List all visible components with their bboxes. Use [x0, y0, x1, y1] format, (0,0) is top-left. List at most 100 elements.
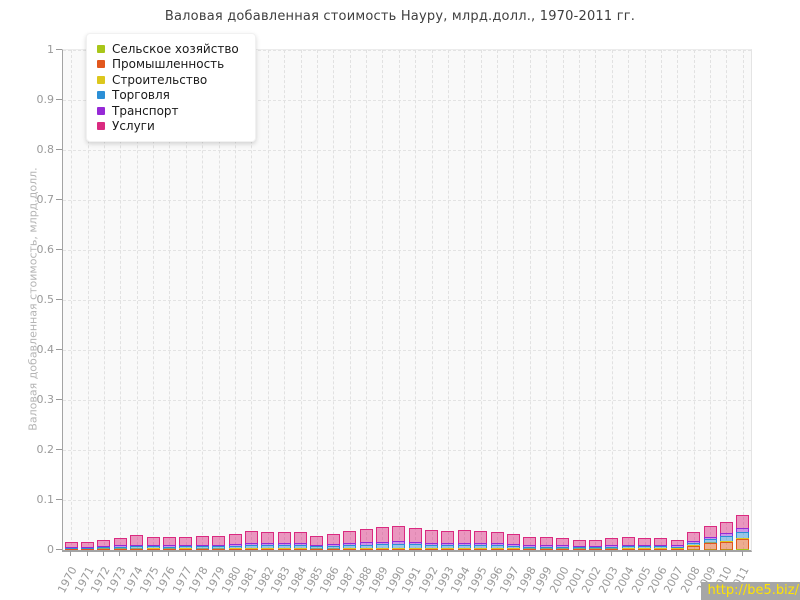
bar-2005 [638, 50, 652, 550]
bar-segment-Строительство [130, 548, 144, 549]
v-gridline [726, 50, 728, 550]
bar-1970 [64, 50, 78, 550]
bar-segment-Услуги [326, 534, 340, 544]
bar-segment-Строительство [228, 547, 242, 549]
y-tick [56, 499, 62, 500]
legend: Сельское хозяйство Промышленность Строител… [86, 33, 256, 142]
bar-segment-Услуги [638, 538, 652, 545]
v-gridline [202, 50, 204, 550]
bar-segment-Строительство [162, 548, 176, 549]
bar-segment-Транспорт [195, 544, 209, 546]
x-tick [643, 551, 645, 556]
v-gridline [710, 50, 712, 550]
bar-segment-Торговля [654, 546, 668, 548]
x-tick [152, 551, 154, 556]
bar-segment-Торговля [261, 545, 275, 548]
bar-segment-Промышленность [294, 548, 308, 550]
x-tick [70, 551, 72, 556]
x-tick [496, 551, 498, 556]
v-gridline [300, 50, 302, 550]
x-tick [709, 551, 711, 556]
bar-segment-Транспорт [425, 542, 439, 545]
y-tick [56, 49, 62, 50]
bar-segment-Промышленность [719, 541, 733, 550]
bar-segment-Транспорт [523, 545, 537, 547]
bar-1976 [162, 50, 176, 550]
bar-segment-Промышленность [375, 548, 389, 550]
bar-segment-Промышленность [605, 548, 619, 550]
bar-segment-Сельское хозяйство [506, 549, 520, 550]
bar-segment-Услуги [392, 525, 406, 541]
bar-segment-Транспорт [736, 528, 750, 532]
bar-segment-Транспорт [703, 536, 717, 539]
v-gridline [628, 50, 630, 550]
v-gridline [546, 50, 548, 550]
bar-segment-Строительство [359, 548, 373, 549]
bar-segment-Промышленность [736, 539, 750, 549]
bar-segment-Услуги [277, 532, 291, 543]
bar-segment-Услуги [670, 539, 684, 545]
x-tick [479, 551, 481, 556]
bar-segment-Торговля [621, 546, 635, 548]
x-tick [594, 551, 596, 556]
legend-item-Промышленность[interactable]: Промышленность [97, 57, 239, 73]
bar-segment-Строительство [261, 548, 275, 549]
bar-segment-Строительство [539, 548, 553, 549]
bar-segment-Транспорт [146, 544, 160, 546]
bar-segment-Торговля [212, 546, 226, 549]
v-gridline [677, 50, 679, 550]
bar-segment-Сельское хозяйство [359, 549, 373, 550]
watermark-link[interactable]: http://be5.biz/ [701, 582, 800, 600]
bar-segment-Промышленность [179, 548, 193, 550]
legend-item-Торговля[interactable]: Торговля [97, 88, 239, 104]
y-tick-label: 0.2 [36, 442, 55, 456]
bar-1992 [425, 50, 439, 550]
bar-segment-Услуги [490, 531, 504, 543]
x-tick [397, 551, 399, 556]
v-gridline [136, 50, 138, 550]
bar-1975 [146, 50, 160, 550]
y-tick [56, 449, 62, 450]
bar-segment-Промышленность [261, 548, 275, 550]
bar-1991 [408, 50, 422, 550]
bar-segment-Транспорт [408, 541, 422, 544]
bar-segment-Строительство [392, 547, 406, 549]
bar-segment-Услуги [294, 532, 308, 543]
v-gridline [316, 50, 318, 550]
bar-segment-Транспорт [572, 545, 586, 547]
bar-segment-Строительство [736, 538, 750, 539]
y-tick-label: 0.4 [36, 342, 55, 356]
legend-item-Сельское хозяйство[interactable]: Сельское хозяйство [97, 41, 239, 57]
legend-item-Строительство[interactable]: Строительство [97, 72, 239, 88]
bar-segment-Торговля [425, 544, 439, 548]
x-tick [299, 551, 301, 556]
bar-segment-Промышленность [408, 548, 422, 550]
bar-segment-Торговля [588, 547, 602, 549]
y-tick-label: 0.7 [36, 192, 55, 206]
bar-1971 [81, 50, 95, 550]
bar-segment-Сельское хозяйство [687, 549, 701, 550]
bar-segment-Услуги [736, 515, 750, 528]
bar-segment-Услуги [703, 526, 717, 537]
h-gridline [63, 450, 751, 451]
bar-2000 [556, 50, 570, 550]
bar-segment-Услуги [343, 531, 357, 543]
y-tick [56, 149, 62, 150]
bar-1986 [326, 50, 340, 550]
legend-item-Транспорт[interactable]: Транспорт [97, 103, 239, 119]
bar-segment-Сельское хозяйство [572, 549, 586, 550]
x-tick [135, 551, 137, 556]
x-tick [725, 551, 727, 556]
x-tick [102, 551, 104, 556]
bar-segment-Сельское хозяйство [294, 549, 308, 550]
bar-segment-Сельское хозяйство [736, 549, 750, 550]
bar-1988 [359, 50, 373, 550]
v-gridline [251, 50, 253, 550]
legend-item-Услуги[interactable]: Услуги [97, 119, 239, 135]
chart-title: Валовая добавленная стоимость Науру, млр… [164, 9, 636, 24]
bar-segment-Промышленность [638, 548, 652, 550]
bar-segment-Промышленность [572, 548, 586, 550]
bar-segment-Сельское хозяйство [375, 549, 389, 550]
bar-segment-Строительство [638, 547, 652, 549]
legend-label: Услуги [112, 119, 155, 134]
